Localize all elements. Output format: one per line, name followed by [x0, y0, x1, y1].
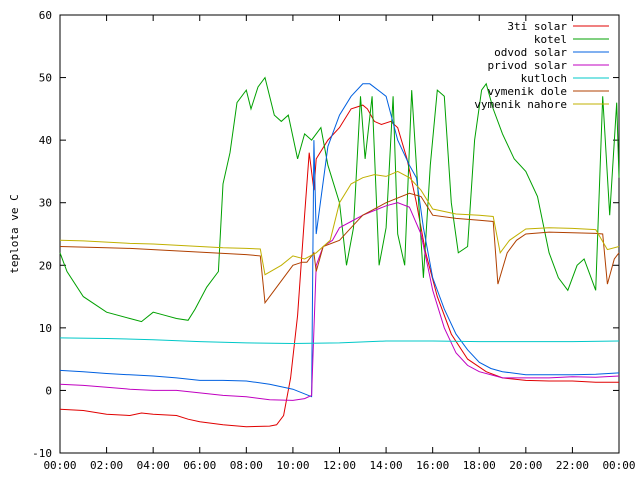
x-tick-label: 22:00 — [556, 459, 589, 472]
legend-label: kotel — [534, 33, 567, 46]
series-line-kutloch — [59, 337, 620, 345]
y-tick-label: -10 — [32, 447, 52, 460]
x-tick-label: 00:00 — [602, 459, 635, 472]
y-tick-label: 0 — [45, 384, 52, 397]
series-line-vymenik-dole — [59, 192, 620, 305]
x-tick-label: 08:00 — [230, 459, 263, 472]
x-tick-label: 02:00 — [90, 459, 123, 472]
series-line-vymenik-nahore — [59, 170, 620, 276]
series-line-3ti-solar — [59, 104, 619, 428]
y-tick-label: 50 — [39, 72, 52, 85]
legend-label: 3ti solar — [507, 20, 567, 33]
x-tick-label: 20:00 — [509, 459, 542, 472]
x-tick-label: 10:00 — [276, 459, 309, 472]
y-tick-label: 10 — [39, 322, 52, 335]
y-axis-label: teplota ve C — [8, 194, 21, 273]
y-axis: -10 0 10 20 30 40 50 60 — [32, 9, 619, 460]
x-tick-label: 14:00 — [370, 459, 403, 472]
legend-label: vymenik nahore — [474, 98, 567, 111]
x-tick-label: 12:00 — [323, 459, 356, 472]
y-tick-label: 40 — [39, 134, 52, 147]
y-tick-label: 30 — [39, 197, 52, 210]
x-axis: 00:00 02:00 04:00 06:00 08:00 10:00 12:00 14:00… — [43, 15, 636, 472]
series-line-odvod-solar — [59, 83, 620, 398]
series-lines — [59, 76, 620, 428]
series-line-privod-solar — [59, 202, 620, 401]
legend-label: vymenik dole — [488, 85, 567, 98]
x-tick-label: 16:00 — [416, 459, 449, 472]
x-tick-label: 06:00 — [183, 459, 216, 472]
y-tick-label: 20 — [39, 259, 52, 272]
x-tick-label: 18:00 — [463, 459, 496, 472]
legend-label: odvod solar — [494, 46, 567, 59]
y-tick-label: 60 — [39, 9, 52, 22]
legend-label: privod solar — [488, 59, 568, 72]
x-tick-label: 00:00 — [43, 459, 76, 472]
series-line-kotel — [59, 76, 620, 323]
legend-label: kutloch — [521, 72, 567, 85]
x-tick-label: 04:00 — [137, 459, 170, 472]
